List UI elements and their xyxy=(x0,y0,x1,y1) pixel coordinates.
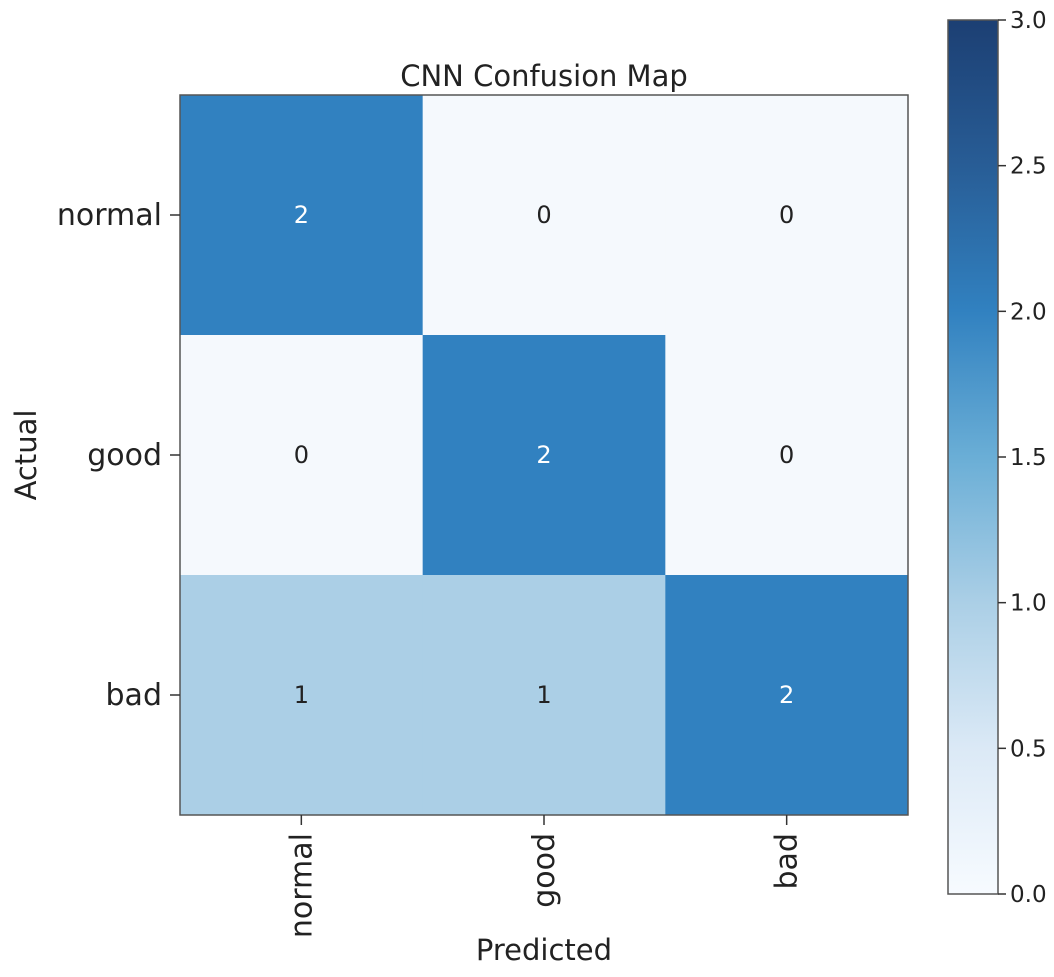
y-tick-label: good xyxy=(87,438,162,473)
heatmap-cell-normal-normal xyxy=(180,95,424,336)
colorbar-tick-label: 1.0 xyxy=(1010,591,1047,617)
cell-value-label: 2 xyxy=(294,201,309,229)
x-axis-label: Predicted xyxy=(476,933,612,967)
cell-value-label: 2 xyxy=(536,441,551,469)
y-axis-ticks: normal good bad xyxy=(57,198,180,713)
heatmap-cell-good-normal xyxy=(180,335,424,576)
x-axis-ticks: normal good bad xyxy=(284,815,805,938)
heatmap-cell-good-bad xyxy=(665,335,909,576)
heatmap-cell-bad-bad xyxy=(665,575,909,816)
heatmap-cell-normal-bad xyxy=(665,95,909,336)
y-tick-label: bad xyxy=(106,678,162,713)
cell-value-label: 1 xyxy=(294,681,309,709)
cell-value-label: 0 xyxy=(779,201,794,229)
cell-value-label: 0 xyxy=(779,441,794,469)
heatmap-cell-labels: 2 0 0 0 2 0 1 1 2 xyxy=(294,201,795,709)
x-tick-label: bad xyxy=(770,833,805,889)
heatmap-cells xyxy=(180,95,909,816)
y-axis-label: Actual xyxy=(9,410,43,501)
colorbar-tick-label: 3.0 xyxy=(1010,8,1047,34)
colorbar-tick-label: 0.5 xyxy=(1010,736,1047,762)
colorbar xyxy=(947,19,999,895)
heatmap-cell-bad-good xyxy=(422,575,666,816)
cell-value-label: 1 xyxy=(536,681,551,709)
cell-value-label: 0 xyxy=(294,441,309,469)
heatmap-cell-good-good xyxy=(422,335,666,576)
x-tick-label: good xyxy=(527,833,562,908)
y-tick-label: normal xyxy=(57,198,162,233)
colorbar-tick-label: 0.0 xyxy=(1010,882,1047,908)
heatmap-cell-normal-good xyxy=(422,95,666,336)
heatmap-cell-bad-normal xyxy=(180,575,424,816)
x-tick-label: normal xyxy=(284,833,319,938)
colorbar-tick-label: 1.5 xyxy=(1010,445,1047,471)
cell-value-label: 2 xyxy=(779,681,794,709)
colorbar-tick-label: 2.0 xyxy=(1010,299,1047,325)
colorbar-ticks: 0.0 0.5 1.0 1.5 2.0 2.5 3.0 xyxy=(998,8,1047,908)
cell-value-label: 0 xyxy=(536,201,551,229)
chart-title: CNN Confusion Map xyxy=(400,59,688,93)
colorbar-tick-label: 2.5 xyxy=(1010,154,1047,180)
